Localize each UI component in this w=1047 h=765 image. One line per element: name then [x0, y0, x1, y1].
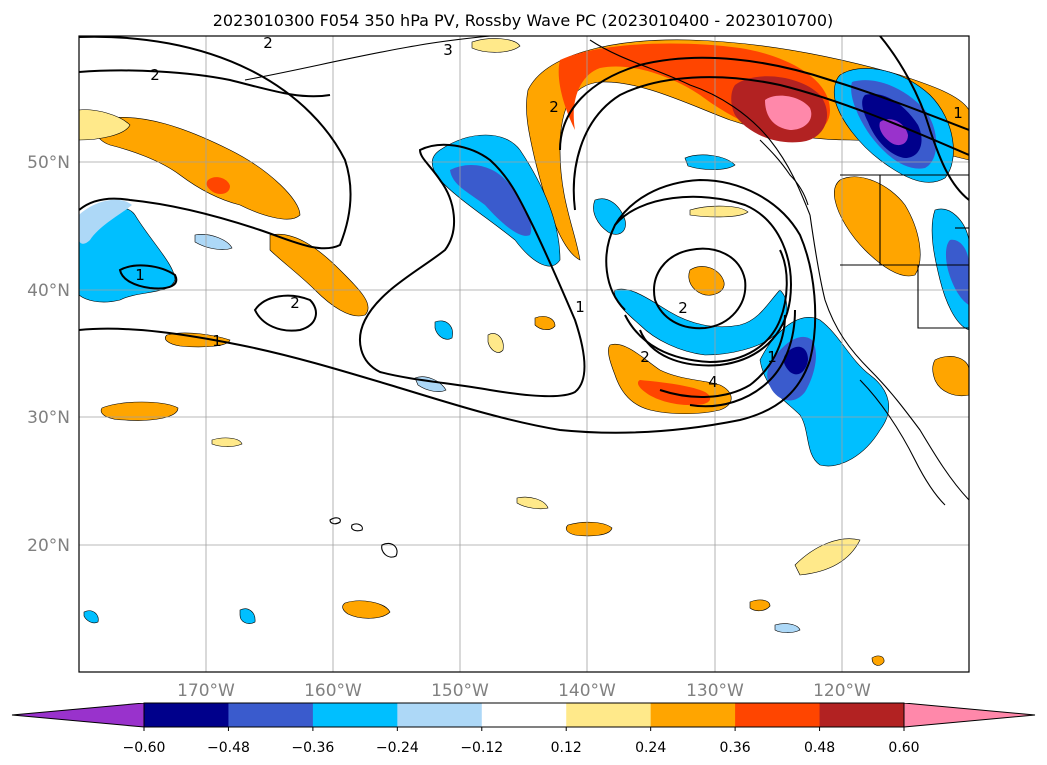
negative-anomaly-small [593, 198, 626, 235]
contour-label: 1 [953, 104, 963, 122]
positive-anomaly-patch [565, 521, 613, 537]
colorbar-tick-label: 0.60 [888, 740, 919, 756]
figure-title: 2023010300 F054 350 hPa PV, Rossby Wave … [213, 11, 834, 30]
negative-anomaly-coast-min [783, 346, 808, 375]
lon-label: 140°W [558, 681, 616, 701]
lon-label: 150°W [431, 681, 489, 701]
negative-anomaly-patch [434, 320, 453, 340]
positive-anomaly-patch [471, 38, 521, 53]
colorbar-tick-label: −0.60 [123, 740, 166, 756]
contour-label: 2 [640, 348, 650, 366]
negative-anomaly-central-core [450, 165, 532, 236]
contour-label: 4 [708, 373, 718, 391]
negative-anomaly-patch [83, 610, 99, 624]
contour-label: 1 [212, 332, 222, 350]
colorbar-segment [228, 703, 314, 727]
negative-anomaly-patch [774, 623, 801, 633]
contour-label: 2 [678, 299, 688, 317]
positive-anomaly-patch [516, 496, 549, 510]
positive-anomaly-patch [689, 205, 749, 218]
positive-anomaly-west-max [206, 177, 230, 194]
contour-label: 1 [135, 266, 145, 284]
colorbar-segment [144, 703, 229, 727]
colorbar-tick-label: 0.12 [551, 740, 582, 756]
positive-anomaly-patch [211, 437, 243, 447]
longitude-labels: 170°W 160°W 150°W 140°W 130°W 120°W [177, 681, 871, 701]
positive-anomaly-patch [794, 538, 861, 576]
contour-label: 2 [290, 294, 300, 312]
colorbar-tick-label: 0.48 [804, 740, 835, 756]
colorbar-segment [650, 703, 736, 727]
positive-anomaly-west [94, 117, 301, 220]
colorbar-segment [481, 703, 567, 727]
colorbar-segments [12, 703, 1035, 727]
contour-label: 3 [443, 41, 453, 59]
positive-anomaly-south-core [637, 380, 711, 406]
lon-label: 120°W [813, 681, 871, 701]
positive-anomaly-patch [534, 316, 556, 330]
positive-anomaly-patch [871, 655, 885, 666]
contour-label: 1 [767, 348, 777, 366]
colorbar-ticks: −0.60 −0.48 −0.36 −0.24 −0.12 0.12 0.24 0.36 0.4… [123, 727, 920, 756]
colorbar-tick-label: 0.24 [635, 740, 666, 756]
colorbar-tick-label: 0.36 [720, 740, 751, 756]
contour-label: 2 [150, 66, 160, 84]
contour-label: 1 [575, 298, 585, 316]
colorbar-segment [397, 703, 483, 727]
colorbar-tick-label: −0.24 [376, 740, 419, 756]
lat-label: 20°N [27, 536, 70, 556]
lon-label: 160°W [304, 681, 362, 701]
pv-contours [79, 36, 969, 434]
graticule [79, 36, 969, 672]
negative-anomaly-inland-core [945, 239, 969, 305]
positive-anomaly-patch [749, 599, 771, 612]
negative-anomaly-patch [239, 608, 256, 624]
lat-label: 40°N [27, 281, 70, 301]
positive-anomaly-nw [79, 109, 131, 141]
map-panel: 2 2 3 2 1 2 1 1 2 2 4 1 1 50°N 40°N 30°N… [27, 34, 970, 701]
positive-anomaly-patch [487, 333, 504, 353]
negative-anomaly-west-edge [79, 199, 132, 244]
contour-label: 2 [263, 34, 273, 52]
colorbar-tick-label: −0.36 [291, 740, 334, 756]
colorbar-segment [566, 703, 652, 727]
coastlines [244, 36, 969, 558]
lat-label: 30°N [27, 408, 70, 428]
lon-label: 130°W [686, 681, 744, 701]
map-frame [78, 35, 970, 673]
positive-anomaly-southeast [932, 356, 969, 397]
contour-labels: 2 2 3 2 1 2 1 1 2 2 4 1 1 [135, 34, 963, 391]
colorbar-segment [819, 703, 905, 727]
colorbar-segment [312, 703, 398, 727]
colorbar-extend-low [12, 703, 144, 727]
contour-label: 2 [549, 98, 559, 116]
colorbar-extend-high [904, 703, 1035, 727]
negative-anomaly-patch [194, 234, 233, 250]
colorbar-outline [11, 702, 1036, 728]
lon-label: 170°W [177, 681, 235, 701]
colorbar: −0.60 −0.48 −0.36 −0.24 −0.12 0.12 0.24 0.36 0.4… [11, 702, 1036, 756]
positive-anomaly-patch [100, 401, 179, 421]
lat-label: 50°N [27, 153, 70, 173]
positive-anomaly-patch [164, 332, 231, 348]
positive-anomaly-patch [342, 600, 391, 619]
colorbar-segment [735, 703, 821, 727]
latitude-labels: 50°N 40°N 30°N 20°N [27, 153, 70, 556]
positive-anomaly-inland [833, 176, 921, 277]
pv-shading [79, 38, 969, 666]
colorbar-tick-label: −0.12 [460, 740, 503, 756]
positive-anomaly-peak [765, 95, 812, 130]
colorbar-tick-label: −0.48 [207, 740, 250, 756]
